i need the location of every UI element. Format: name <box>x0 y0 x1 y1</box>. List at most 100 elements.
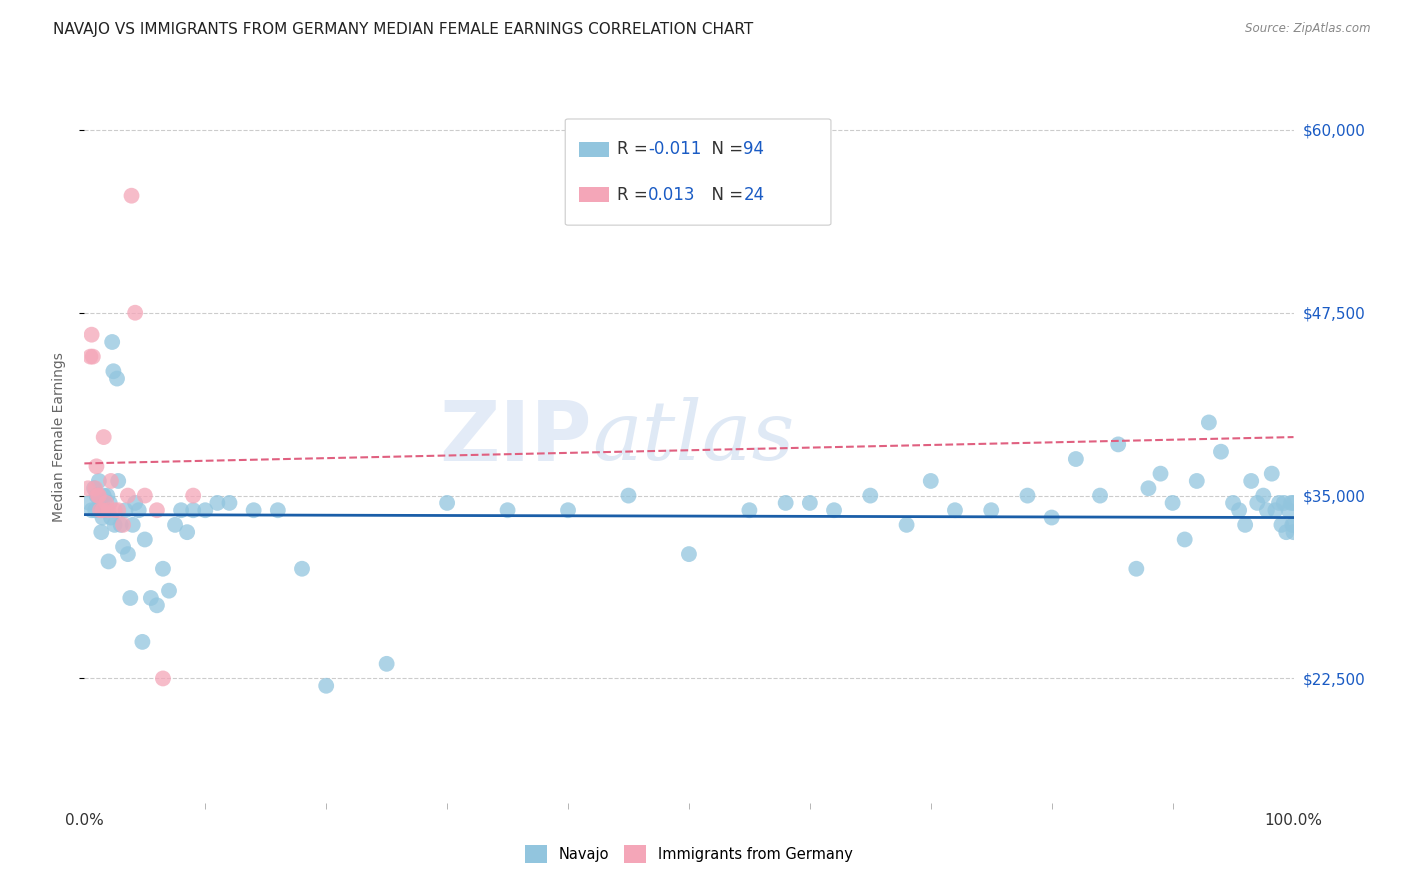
Point <box>112 540 135 554</box>
Point <box>77 481 100 495</box>
Point <box>89 503 111 517</box>
Point <box>86 459 108 474</box>
Point <box>557 503 579 517</box>
Point <box>120 591 142 605</box>
Point <box>1040 510 1063 524</box>
Point <box>100 474 122 488</box>
Point <box>121 188 143 202</box>
Point <box>117 547 139 561</box>
Text: -0.011: -0.011 <box>648 141 702 159</box>
Point <box>84 503 107 517</box>
Point <box>181 503 204 517</box>
Point <box>124 306 146 320</box>
Point <box>152 562 174 576</box>
Point <box>315 679 337 693</box>
Point <box>943 503 966 517</box>
Point <box>98 496 121 510</box>
Point <box>110 517 132 532</box>
Point <box>157 583 180 598</box>
Point <box>1246 496 1268 510</box>
Point <box>1088 489 1111 503</box>
Point <box>97 554 120 568</box>
Point <box>146 599 169 613</box>
Point <box>1275 525 1298 540</box>
Point <box>170 503 193 517</box>
Text: 0.013: 0.013 <box>648 186 696 203</box>
Y-axis label: Median Female Earnings: Median Female Earnings <box>52 352 66 522</box>
Point <box>103 364 125 378</box>
Point <box>1227 503 1250 517</box>
Point <box>104 503 127 517</box>
Point <box>97 503 120 517</box>
Point <box>134 489 156 503</box>
Point <box>1278 503 1301 517</box>
Point <box>207 496 229 510</box>
Point <box>107 474 129 488</box>
Point <box>107 503 129 517</box>
Point <box>94 503 117 517</box>
Point <box>1174 533 1197 547</box>
Point <box>859 489 882 503</box>
Point <box>1264 503 1286 517</box>
Point <box>738 503 761 517</box>
Point <box>82 350 104 364</box>
Point <box>242 503 264 517</box>
Point <box>93 430 115 444</box>
Point <box>104 517 127 532</box>
Point <box>101 334 124 349</box>
Text: N =: N = <box>702 141 748 159</box>
Point <box>124 496 146 510</box>
Point <box>87 489 110 503</box>
Point <box>267 503 290 517</box>
Text: Source: ZipAtlas.com: Source: ZipAtlas.com <box>1246 22 1371 36</box>
Point <box>93 489 115 503</box>
Point <box>1282 496 1305 510</box>
Point <box>1161 496 1184 510</box>
Point <box>375 657 398 671</box>
Point <box>496 503 519 517</box>
Point <box>1107 437 1129 451</box>
Legend: Navajo, Immigrants from Germany: Navajo, Immigrants from Germany <box>520 839 858 869</box>
Point <box>1198 416 1220 430</box>
Point <box>146 503 169 517</box>
Point <box>90 525 112 540</box>
Point <box>139 591 162 605</box>
Point <box>121 517 143 532</box>
Point <box>114 503 136 517</box>
Point <box>152 672 174 686</box>
Point <box>1185 474 1208 488</box>
Point <box>128 503 150 517</box>
Point <box>94 503 117 517</box>
Point <box>1270 517 1292 532</box>
Point <box>1256 503 1278 517</box>
Text: R =: R = <box>617 141 652 159</box>
Point <box>1279 496 1302 510</box>
Point <box>1253 489 1275 503</box>
Text: R =: R = <box>617 186 658 203</box>
Point <box>775 496 797 510</box>
Point <box>1222 496 1244 510</box>
Point <box>1125 562 1147 576</box>
Point <box>617 489 640 503</box>
Point <box>91 510 114 524</box>
Point <box>83 481 105 495</box>
Point <box>94 496 117 510</box>
Text: 24: 24 <box>744 186 765 203</box>
Point <box>134 533 156 547</box>
Point <box>165 517 187 532</box>
Point <box>79 350 101 364</box>
Point <box>1272 496 1295 510</box>
Point <box>1281 517 1303 532</box>
Point <box>896 517 918 532</box>
Point <box>1240 474 1263 488</box>
Text: 94: 94 <box>744 141 765 159</box>
Text: N =: N = <box>702 186 748 203</box>
Point <box>96 489 118 503</box>
Point <box>89 496 111 510</box>
Point <box>194 503 217 517</box>
Point <box>87 474 110 488</box>
Point <box>80 503 103 517</box>
Point <box>86 489 108 503</box>
Point <box>86 489 108 503</box>
Point <box>112 517 135 532</box>
